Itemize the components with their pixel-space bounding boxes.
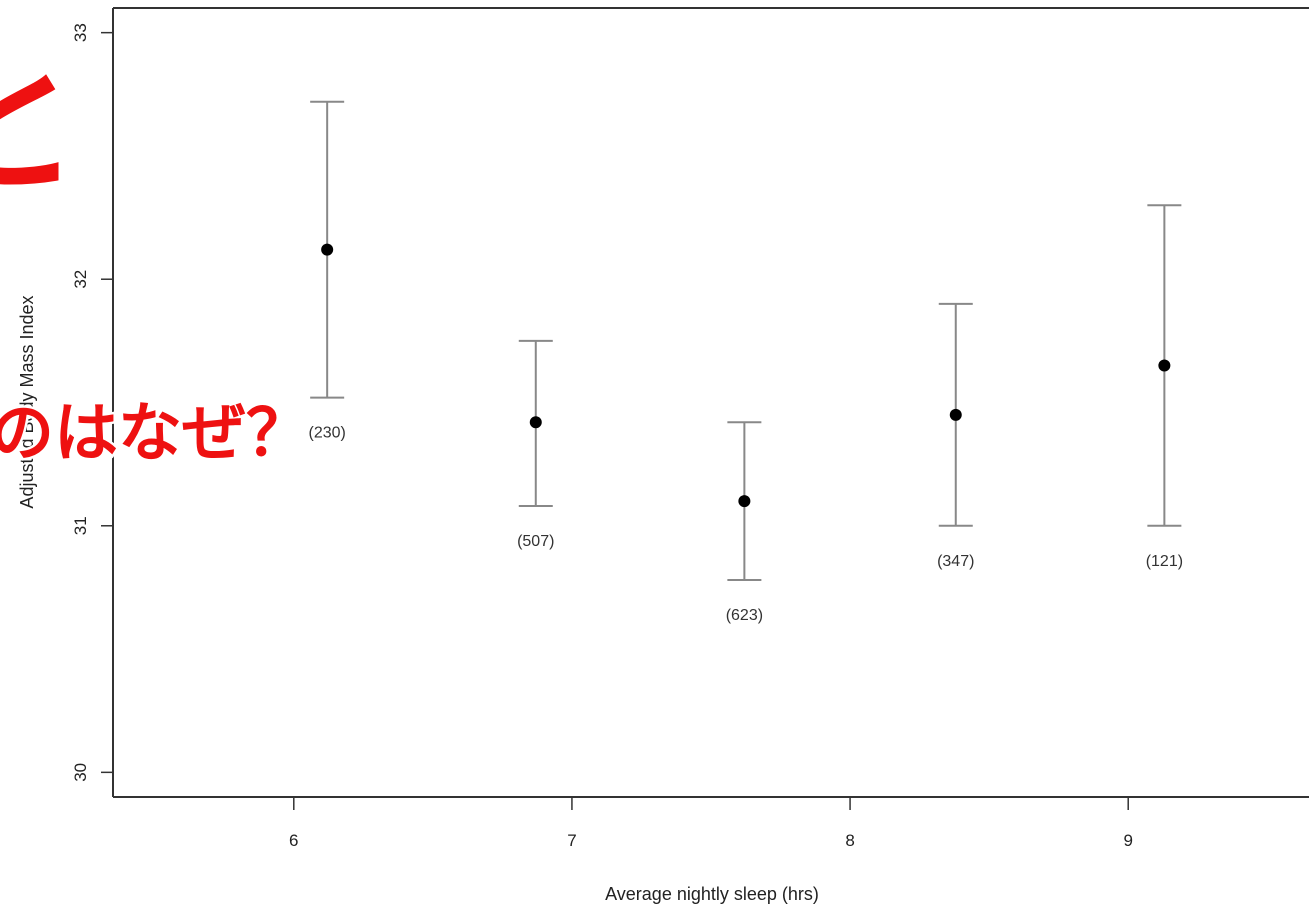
- sample-size-label: (623): [726, 607, 763, 624]
- sample-size-label: (121): [1146, 553, 1183, 570]
- x-tick-label: 7: [567, 831, 576, 850]
- x-tick-label: 9: [1123, 831, 1132, 850]
- x-axis-ticks: 6 7 8 9: [289, 797, 1133, 850]
- overlay-fragment-mid: のはなぜ？: [0, 397, 310, 471]
- y-axis-ticks: 30 31 32 33: [71, 23, 113, 782]
- y-tick-label: 33: [71, 23, 90, 42]
- y-tick-label: 30: [71, 763, 90, 782]
- data-point: [738, 495, 751, 508]
- sample-size-label: (347): [937, 553, 974, 570]
- sample-size-label: (230): [308, 425, 345, 442]
- x-tick-label: 8: [845, 831, 854, 850]
- data-point: [529, 416, 542, 429]
- data-point: [949, 408, 962, 421]
- x-axis-title: Average nightly sleep (hrs): [605, 884, 819, 904]
- overlay-fragment-top: と: [0, 40, 80, 214]
- sample-size-label: (507): [517, 533, 554, 550]
- data-point: [321, 243, 334, 256]
- x-tick-label: 6: [289, 831, 298, 850]
- y-tick-label: 32: [71, 270, 90, 289]
- y-tick-label: 31: [71, 516, 90, 535]
- y-axis-title: Adjusted Body Mass Index: [17, 295, 37, 508]
- data-point: [1158, 359, 1171, 372]
- data-series: (230) (507) (623) (347) (121): [308, 100, 1183, 624]
